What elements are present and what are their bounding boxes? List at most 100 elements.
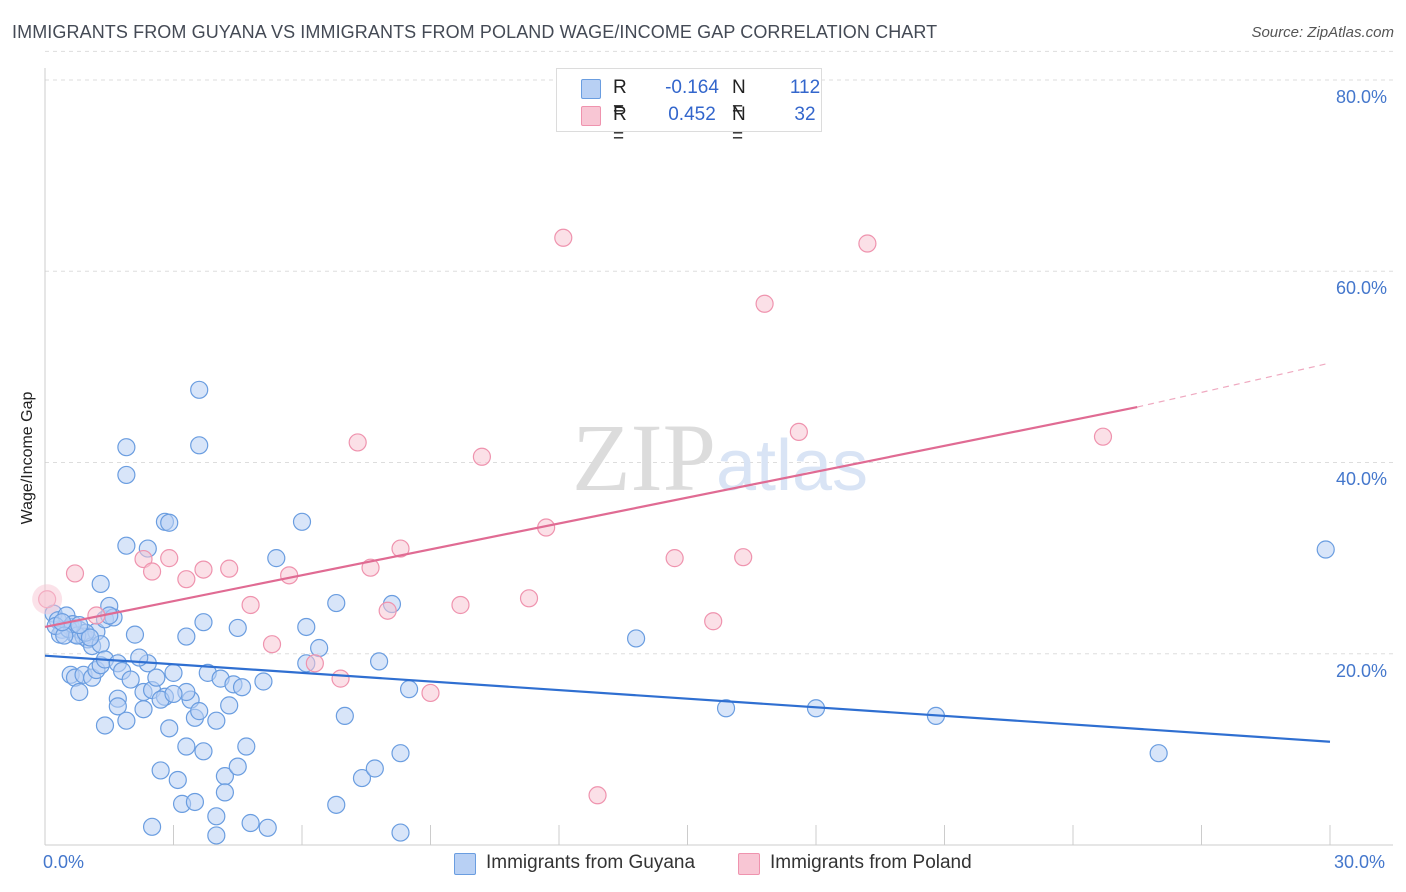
guyana-point — [190, 380, 209, 399]
poland-trend-line — [44, 405, 1138, 629]
poland-swatch — [581, 106, 601, 126]
poland-trend-extension — [1137, 362, 1331, 408]
guyana-point — [207, 826, 226, 845]
poland-point-large — [32, 584, 63, 615]
poland-point — [378, 601, 397, 620]
poland-point — [734, 548, 753, 567]
guyana-point — [228, 757, 247, 776]
guyana-point — [80, 628, 100, 647]
poland-point — [789, 422, 808, 441]
guyana-point — [292, 512, 312, 531]
poland-point — [519, 589, 539, 608]
x-tick-30: 30.0% — [1334, 852, 1386, 872]
poland-point — [194, 560, 213, 579]
poland-point — [665, 549, 684, 568]
poland-point — [241, 595, 260, 615]
guyana-point — [160, 719, 179, 738]
guyana-point — [391, 744, 410, 763]
guyana-point — [177, 627, 196, 646]
guyana-point — [91, 574, 110, 594]
y-tick-40: 40.0% — [1336, 469, 1388, 489]
poland-point — [134, 549, 153, 569]
r-label: R = — [613, 104, 627, 147]
poland-legend-swatch — [738, 853, 760, 875]
x-tick-0: 0.0% — [43, 852, 85, 872]
y-tick-60: 60.0% — [1336, 278, 1388, 298]
chart-source: Source: ZipAtlas.com — [1251, 24, 1394, 41]
n-label: N = — [732, 104, 746, 147]
guyana-point — [168, 770, 187, 790]
poland-point — [361, 558, 380, 577]
guyana-point — [108, 697, 127, 716]
poland-point — [858, 234, 877, 253]
guyana-point — [134, 700, 153, 719]
guyana-point — [117, 536, 136, 555]
r-label: R = — [613, 77, 627, 120]
n-value: 32 — [794, 104, 816, 125]
axis-layer — [44, 68, 1393, 846]
poland-point — [280, 566, 299, 585]
r-value: 0.452 — [668, 104, 716, 125]
guyana-point — [254, 672, 273, 691]
guyana-point — [297, 617, 316, 637]
guyana-point — [1149, 744, 1168, 763]
y-tick-80: 80.0% — [1336, 87, 1388, 107]
guyana-point — [237, 737, 256, 756]
poland-point — [348, 433, 367, 452]
guyana-point — [232, 678, 252, 697]
guyana-point — [117, 438, 136, 457]
guyana-point — [370, 652, 389, 671]
guyana-point — [399, 680, 419, 699]
guyana-point — [164, 684, 183, 704]
guyana-point — [164, 663, 183, 682]
guyana-point — [327, 795, 346, 814]
n-value: 112 — [789, 77, 821, 98]
n-label: N = — [732, 77, 746, 120]
guyana-point — [391, 823, 410, 842]
poland-point — [160, 549, 179, 568]
guyana-point — [626, 629, 646, 648]
guyana-point — [142, 817, 162, 836]
grid-layer — [45, 50, 1393, 655]
guyana-point — [310, 638, 329, 658]
poland-point — [220, 559, 239, 578]
y-tick-20: 20.0% — [1336, 661, 1388, 681]
guyana-swatch — [581, 79, 601, 99]
watermark-zip: ZIP — [572, 404, 716, 511]
poland-point — [588, 786, 607, 805]
guyana-trend-line — [44, 654, 1331, 743]
guyana-point — [190, 702, 209, 721]
guyana-point — [117, 465, 136, 485]
guyana-legend-swatch — [454, 853, 476, 875]
guyana-point — [194, 742, 213, 761]
guyana-point — [117, 711, 136, 730]
guyana-point — [151, 761, 170, 780]
guyana-point — [352, 768, 372, 788]
poland-point — [704, 612, 723, 631]
guyana-point — [160, 513, 179, 532]
guyana-point — [327, 593, 346, 613]
poland-point — [65, 564, 85, 583]
stats-legend: R = -0.164 N = 112 R = 0.452 N = 32 — [556, 68, 822, 147]
poland-point — [177, 570, 196, 589]
guyana-point — [125, 625, 145, 644]
poland-point — [262, 635, 282, 654]
guyana-legend-label: Immigrants from Guyana — [486, 852, 696, 873]
poland-point — [331, 669, 350, 688]
poland-point — [554, 228, 573, 247]
guyana-point — [121, 670, 140, 689]
poland-point — [451, 595, 470, 615]
guyana-point — [241, 813, 260, 833]
r-value: -0.164 — [665, 77, 719, 98]
guyana-point — [207, 711, 226, 730]
guyana-point — [95, 716, 115, 735]
guyana-point — [70, 682, 89, 702]
guyana-point — [335, 706, 354, 726]
guyana-point — [194, 613, 213, 632]
guyana-point — [207, 807, 226, 826]
poland-point — [142, 562, 162, 581]
guyana-point — [130, 648, 149, 667]
guyana-point — [185, 792, 205, 812]
series-layer — [32, 228, 1335, 845]
guyana-point — [147, 668, 166, 687]
